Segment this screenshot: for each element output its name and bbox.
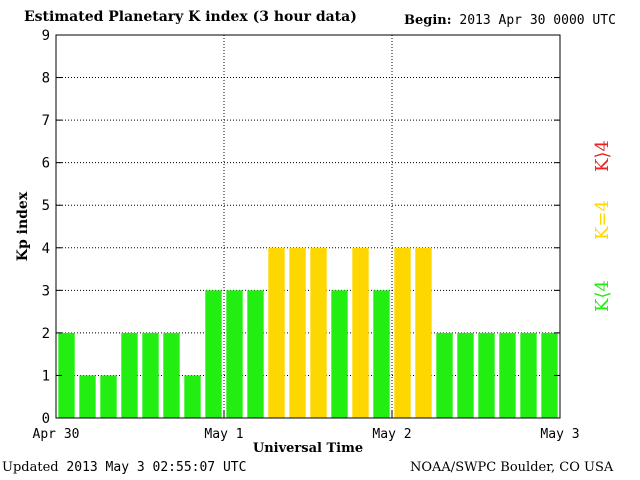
kp-bar xyxy=(541,332,558,418)
x-tick-label: May 1 xyxy=(204,427,243,442)
source-credit: NOAA/SWPC Boulder, CO USA xyxy=(410,460,614,475)
legend-equal: K=4 xyxy=(592,200,613,240)
begin-time: Begin: 2013 Apr 30 0000 UTC xyxy=(404,13,616,28)
y-tick-label: 6 xyxy=(42,156,50,172)
updated-value: 2013 May 3 02:55:07 UTC xyxy=(66,460,247,475)
plot-frame xyxy=(55,34,561,419)
updated-label: Updated xyxy=(2,460,59,475)
kp-bar xyxy=(289,247,306,418)
kp-bar xyxy=(352,247,369,418)
y-tick-label: 9 xyxy=(42,28,50,44)
kp-bar xyxy=(184,375,201,418)
kp-bar xyxy=(142,332,159,418)
kp-bar xyxy=(163,332,180,418)
begin-label: Begin: xyxy=(404,13,452,28)
y-tick-label: 2 xyxy=(42,326,50,342)
kp-bar xyxy=(58,332,75,418)
y-tick-label: 3 xyxy=(42,283,50,299)
kp-bar xyxy=(373,290,390,418)
x-tick-label: Apr 30 xyxy=(33,427,80,442)
kp-bar xyxy=(310,247,327,418)
x-tick-label: May 2 xyxy=(372,427,411,442)
kp-bar xyxy=(457,332,474,418)
y-tick-label: 8 xyxy=(42,71,50,87)
kp-bar xyxy=(247,290,264,418)
kp-bar xyxy=(205,290,222,418)
x-axis-label: Universal Time xyxy=(253,441,363,456)
x-tick-label: May 3 xyxy=(540,427,579,442)
y-tick-label: 7 xyxy=(42,113,50,129)
y-tick-label: 1 xyxy=(42,368,50,384)
kp-bar xyxy=(331,290,348,418)
y-tick-label: 4 xyxy=(42,241,50,257)
updated-time: Updated 2013 May 3 02:55:07 UTC xyxy=(2,460,246,475)
y-tick-label: 0 xyxy=(42,411,50,427)
chart-title: Estimated Planetary K index (3 hour data… xyxy=(24,9,357,25)
y-tick-label: 5 xyxy=(42,198,50,214)
kp-bar xyxy=(79,375,96,418)
kp-bar xyxy=(499,332,516,418)
y-axis-label: Kp index xyxy=(15,191,31,261)
begin-value: 2013 Apr 30 0000 UTC xyxy=(459,13,616,28)
kp-bar xyxy=(520,332,537,418)
kp-bar xyxy=(268,247,285,418)
kp-bar xyxy=(478,332,495,418)
kp-bar xyxy=(394,247,411,418)
legend-high: K⟩4 xyxy=(592,140,613,172)
kp-bar xyxy=(121,332,138,418)
kp-bar xyxy=(100,375,117,418)
kp-bar xyxy=(436,332,453,418)
legend-low: K⟨4 xyxy=(592,280,613,312)
kp-bar xyxy=(415,247,432,418)
kp-bar xyxy=(226,290,243,418)
